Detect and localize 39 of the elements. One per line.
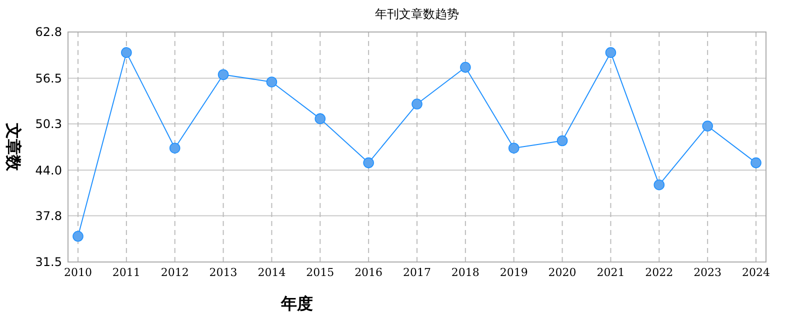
point	[72, 230, 84, 242]
point	[121, 47, 132, 58]
y-tick-label: 56.5	[35, 71, 62, 86]
point	[556, 135, 568, 146]
x-tick-label: 2016	[354, 266, 383, 279]
point	[460, 62, 471, 73]
point	[702, 120, 713, 132]
point	[605, 47, 616, 58]
x-tick-label: 2014	[258, 266, 286, 279]
x-tick-label: 2018	[451, 266, 480, 279]
y-tick-label: 31.5	[35, 255, 62, 270]
x-tick-label: 2023	[694, 266, 722, 279]
point	[314, 113, 326, 124]
point	[266, 76, 278, 88]
point	[508, 142, 520, 154]
point	[363, 157, 374, 168]
x-tick-label: 2010	[64, 266, 92, 279]
x-tick-label: 2017	[403, 266, 431, 279]
point	[169, 142, 180, 154]
x-tick-label: 2011	[112, 266, 140, 279]
y-tick-label: 50.3	[35, 117, 62, 132]
x-tick-label: 2020	[548, 266, 576, 279]
x-tick-label: 2022	[645, 266, 674, 279]
x-tick-label: 2024	[742, 266, 770, 279]
x-tick-label: 2019	[500, 266, 528, 279]
x-tick-label: 2012	[160, 266, 189, 279]
x-axis-title: 年度	[280, 294, 313, 313]
y-axis-title: 文章数	[4, 122, 23, 172]
x-tick-label: 2021	[596, 266, 625, 279]
point	[218, 69, 229, 80]
point	[654, 179, 665, 190]
point	[750, 157, 762, 168]
y-tick-label: 44.0	[35, 163, 62, 178]
x-tick-label: 2015	[306, 266, 334, 279]
point	[412, 98, 422, 110]
y-tick-label: 37.8	[35, 208, 62, 223]
x-tick-label: 2013	[209, 266, 238, 279]
chart-title: 年刊文章数趋势	[375, 7, 459, 21]
y-tick-label: 62.8	[35, 25, 62, 40]
